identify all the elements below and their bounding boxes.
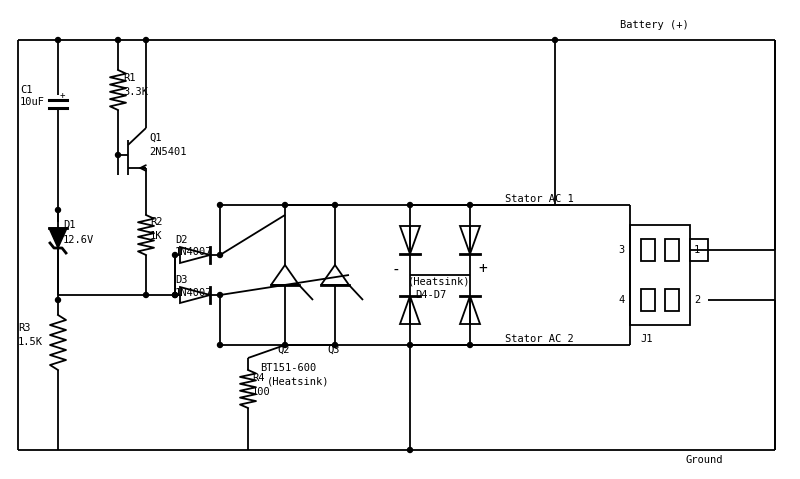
Text: Q3: Q3 <box>327 345 339 355</box>
Text: -: - <box>392 262 401 276</box>
Circle shape <box>407 342 413 347</box>
Text: D3: D3 <box>175 275 187 285</box>
Circle shape <box>333 342 338 347</box>
Text: D4-D7: D4-D7 <box>415 290 446 300</box>
Text: 2N5401: 2N5401 <box>149 147 186 157</box>
Text: 3.3K: 3.3K <box>123 87 148 97</box>
Circle shape <box>143 37 149 43</box>
FancyBboxPatch shape <box>630 225 690 325</box>
Circle shape <box>282 342 287 347</box>
Text: 2: 2 <box>694 295 700 305</box>
Text: D2: D2 <box>175 235 187 245</box>
Text: +: + <box>478 262 486 276</box>
Text: 100: 100 <box>252 387 270 397</box>
Text: R3: R3 <box>18 323 30 333</box>
Text: J1: J1 <box>640 334 653 344</box>
FancyBboxPatch shape <box>641 239 654 261</box>
Text: 4: 4 <box>618 295 624 305</box>
Circle shape <box>173 293 178 297</box>
Text: 1K: 1K <box>150 231 162 241</box>
Text: 10uF: 10uF <box>20 97 45 107</box>
Text: R4: R4 <box>252 373 265 383</box>
Circle shape <box>467 203 473 207</box>
Text: 12.6V: 12.6V <box>63 235 94 245</box>
Text: 1.5K: 1.5K <box>18 337 43 347</box>
Text: +: + <box>60 91 66 100</box>
FancyBboxPatch shape <box>666 239 679 261</box>
Circle shape <box>55 37 61 43</box>
Text: (Heatsink): (Heatsink) <box>267 377 330 387</box>
Circle shape <box>553 37 558 43</box>
FancyBboxPatch shape <box>666 289 679 311</box>
Circle shape <box>407 203 413 207</box>
Circle shape <box>218 252 222 258</box>
Circle shape <box>467 342 473 347</box>
Text: Q1: Q1 <box>149 133 162 143</box>
Text: 1: 1 <box>694 245 700 255</box>
Circle shape <box>407 447 413 453</box>
Circle shape <box>333 203 338 207</box>
FancyBboxPatch shape <box>690 239 708 261</box>
Text: 3: 3 <box>618 245 624 255</box>
Text: Ground: Ground <box>685 455 722 465</box>
FancyBboxPatch shape <box>641 289 654 311</box>
Text: 1N4007: 1N4007 <box>175 247 213 257</box>
Circle shape <box>173 293 178 297</box>
Text: (Heatsink): (Heatsink) <box>408 276 470 286</box>
Circle shape <box>55 207 61 213</box>
Circle shape <box>115 152 121 158</box>
Text: R2: R2 <box>150 217 162 227</box>
Text: Stator AC 1: Stator AC 1 <box>505 194 574 204</box>
Circle shape <box>218 342 222 347</box>
Circle shape <box>143 293 149 297</box>
Circle shape <box>218 293 222 297</box>
Text: BT151-600: BT151-600 <box>260 363 316 373</box>
Circle shape <box>173 252 178 258</box>
Text: C1: C1 <box>20 85 33 95</box>
Text: Battery (+): Battery (+) <box>620 20 689 30</box>
Polygon shape <box>49 228 67 248</box>
Text: Stator AC 2: Stator AC 2 <box>505 334 574 344</box>
Circle shape <box>55 297 61 303</box>
Text: Q2: Q2 <box>277 345 290 355</box>
Text: 1N4007: 1N4007 <box>175 288 213 298</box>
Text: D1: D1 <box>63 220 75 230</box>
Circle shape <box>282 203 287 207</box>
Circle shape <box>218 203 222 207</box>
Text: R1: R1 <box>123 73 135 83</box>
Circle shape <box>115 37 121 43</box>
